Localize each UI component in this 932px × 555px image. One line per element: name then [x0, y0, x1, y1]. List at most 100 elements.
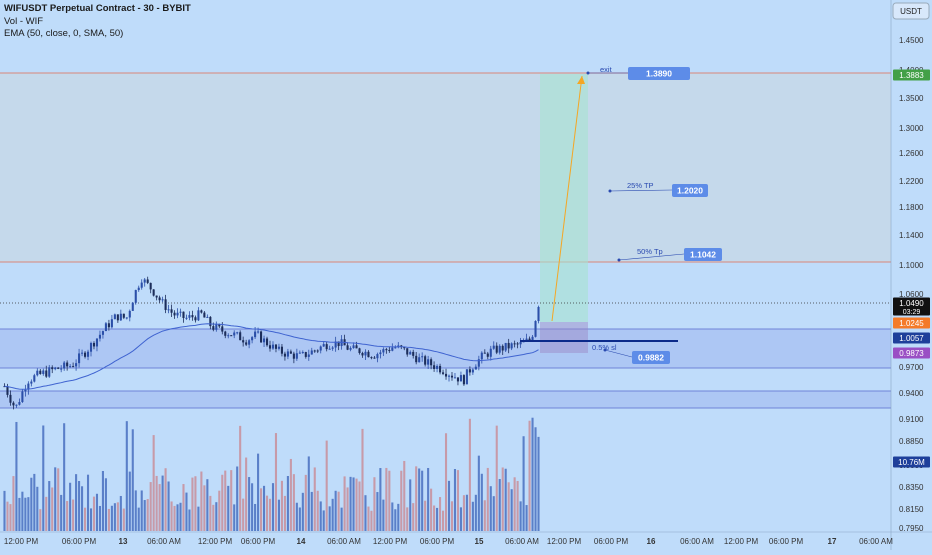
- volume-bar: [200, 471, 203, 531]
- volume-bar: [95, 493, 99, 531]
- candle-body: [30, 381, 33, 384]
- volume-bar: [283, 495, 286, 531]
- candle-body: [12, 402, 15, 406]
- legend-ema[interactable]: EMA (50, close, 0, SMA, 50): [4, 28, 124, 39]
- candle-body: [271, 344, 275, 349]
- exit-arrow-line: [551, 75, 583, 322]
- candle-body: [230, 335, 233, 337]
- annotation-label-2[interactable]: 50% Tp: [637, 247, 663, 256]
- annotation-value-box-3[interactable]: [632, 351, 670, 364]
- candle-body: [355, 345, 358, 349]
- volume-bar: [66, 501, 69, 531]
- price-badge-5[interactable]: [893, 456, 930, 468]
- annotation-label-0[interactable]: exit: [600, 65, 613, 74]
- volume-bar: [537, 436, 540, 531]
- candle-body: [110, 319, 113, 328]
- volume-bar: [388, 470, 391, 531]
- candle-body: [304, 352, 307, 357]
- candle-body: [277, 346, 281, 349]
- candle-body: [447, 375, 451, 377]
- price-badge-2[interactable]: [893, 317, 930, 329]
- y-tick-label: 0.9700: [899, 363, 924, 372]
- candle-body: [346, 345, 349, 350]
- candle-body: [36, 370, 39, 376]
- volume-bar: [251, 483, 254, 531]
- volume-bar: [528, 420, 531, 531]
- candle-body: [471, 369, 474, 373]
- candle-body: [33, 375, 36, 382]
- volume-bar: [203, 485, 206, 531]
- volume-bar: [268, 498, 272, 531]
- candle-body: [531, 336, 534, 341]
- candle-body: [125, 317, 128, 319]
- candle-body: [185, 317, 188, 319]
- volume-bar: [516, 480, 519, 531]
- volume-bar: [54, 467, 57, 531]
- volume-bar: [39, 509, 42, 531]
- volume-bar: [170, 501, 173, 531]
- legend-symbol-title[interactable]: WIFUSDT Perpetual Contract - 30 - BYBIT: [4, 3, 191, 14]
- volume-bar: [456, 470, 460, 531]
- candle-body: [325, 344, 328, 350]
- volume-bar: [27, 497, 30, 531]
- x-tick-label: 06:00 AM: [859, 537, 893, 546]
- candle-body: [54, 367, 57, 370]
- annotation-label-3[interactable]: 0.5% sl: [592, 343, 617, 352]
- volume-bar: [307, 456, 310, 531]
- annotation-value-2: 1.1042: [690, 250, 716, 260]
- volume-bar: [277, 499, 281, 531]
- x-tick-label: 12:00 PM: [4, 537, 39, 546]
- volume-bar: [298, 507, 301, 531]
- currency-badge[interactable]: [892, 2, 930, 20]
- volume-bar: [21, 491, 24, 531]
- x-tick-label: 12:00 PM: [198, 537, 233, 546]
- candle-body: [394, 347, 397, 349]
- volume-bar: [233, 504, 236, 531]
- volume-bar: [104, 478, 107, 531]
- x-tick-label: 12:00 PM: [724, 537, 759, 546]
- x-tick-label: 06:00 AM: [680, 537, 714, 546]
- candle-body: [388, 349, 391, 351]
- candle-body: [289, 351, 292, 354]
- volume-bar: [304, 474, 307, 531]
- annotation-value-box-1[interactable]: [672, 184, 708, 197]
- annotation-value-0: 1.3890: [646, 69, 672, 79]
- volume-bar: [81, 486, 84, 531]
- candle-body: [83, 352, 87, 357]
- price-badge-3[interactable]: [893, 332, 930, 344]
- candle-body: [412, 351, 415, 356]
- candle-body: [430, 359, 433, 366]
- volume-bar: [522, 436, 525, 531]
- candle-body: [254, 331, 257, 338]
- volume-bar: [107, 508, 110, 531]
- volume-bar: [331, 498, 334, 531]
- candle-body: [48, 367, 51, 377]
- candle-body: [239, 332, 242, 341]
- volume-bar: [486, 467, 489, 531]
- candle-body: [436, 365, 439, 369]
- volume-bar: [292, 474, 295, 531]
- x-tick-label: 06:00 AM: [327, 537, 361, 546]
- volume-bar: [346, 487, 349, 531]
- x-tick-label: 06:00 PM: [241, 537, 276, 546]
- candle-body: [149, 282, 152, 290]
- volume-bar: [3, 490, 6, 531]
- candle-body: [477, 359, 480, 367]
- candle-body: [268, 345, 272, 349]
- volume-bar: [468, 418, 471, 531]
- price-badge-0[interactable]: [893, 69, 930, 81]
- candle-body: [513, 343, 516, 345]
- price-badge-4[interactable]: [893, 347, 930, 359]
- annotation-label-1[interactable]: 25% TP: [627, 181, 654, 190]
- y-tick-label: 0.8150: [899, 505, 924, 514]
- candle-body: [307, 354, 310, 357]
- annotation-value-box-2[interactable]: [684, 248, 722, 261]
- price-badge-1[interactable]: [893, 297, 930, 316]
- candle-body: [227, 335, 230, 337]
- legend-volume[interactable]: Vol - WIF: [4, 15, 44, 27]
- annotation-value-box-0[interactable]: [628, 67, 690, 80]
- volume-bar: [86, 474, 90, 531]
- candle-body: [57, 367, 60, 369]
